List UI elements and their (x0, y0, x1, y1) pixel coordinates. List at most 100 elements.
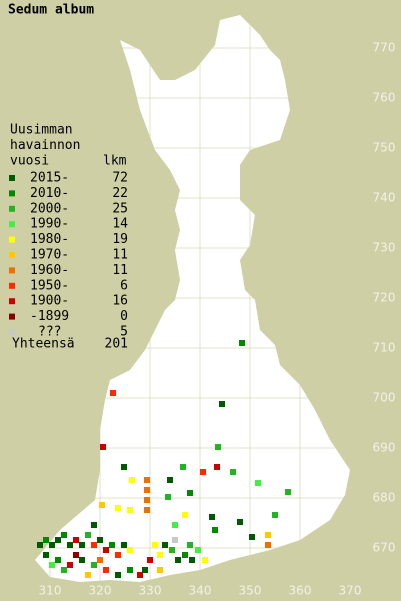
legend-label: 1970- (30, 248, 69, 263)
observation-square (110, 390, 116, 396)
observation-square (172, 537, 178, 543)
legend-count: 14 (112, 217, 128, 232)
y-tick-label: 700 (373, 391, 396, 405)
legend-label: ??? (38, 325, 61, 340)
legend-count: 25 (112, 201, 128, 216)
observation-square (180, 464, 186, 470)
observation-square (215, 444, 221, 450)
observation-square (200, 469, 206, 475)
observation-square (230, 469, 236, 475)
observation-square (142, 567, 148, 573)
legend-label: 1960- (30, 263, 69, 278)
y-tick-label: 720 (373, 291, 396, 305)
observation-square (127, 547, 133, 553)
observation-square (85, 532, 91, 538)
observation-square (121, 464, 127, 470)
observation-square (67, 542, 73, 548)
legend-total-label: Yhteensä (12, 337, 75, 352)
observation-square (212, 527, 218, 533)
observation-square (97, 557, 103, 563)
observation-square (209, 514, 215, 520)
observation-square (109, 542, 115, 548)
observation-square (79, 542, 85, 548)
x-tick-label: 360 (289, 584, 312, 598)
legend-swatch (9, 298, 15, 305)
observation-square (152, 542, 158, 548)
observation-square (99, 502, 105, 508)
legend-header: havainnon (10, 138, 80, 153)
observation-square (115, 552, 121, 558)
observation-square (115, 572, 121, 578)
legend-count: 16 (112, 294, 128, 309)
observation-square (169, 547, 175, 553)
x-tick-label: 320 (89, 584, 112, 598)
observation-square (157, 552, 163, 558)
observation-square (182, 552, 188, 558)
observation-square (49, 542, 55, 548)
legend-label: 1900- (30, 294, 69, 309)
x-tick-label: 370 (339, 584, 362, 598)
y-tick-label: 690 (373, 441, 396, 455)
observation-square (91, 562, 97, 568)
x-tick-label: 310 (39, 584, 62, 598)
legend-swatch (9, 267, 15, 274)
legend-label: 1980- (30, 232, 69, 247)
legend-swatch (9, 282, 15, 289)
legend-swatch (9, 313, 15, 320)
observation-square (195, 547, 201, 553)
observation-square (165, 494, 171, 500)
observation-square (67, 562, 73, 568)
y-tick-label: 730 (373, 241, 396, 255)
observation-square (103, 567, 109, 573)
y-tick-label: 710 (373, 341, 396, 355)
observation-square (255, 480, 261, 486)
observation-square (121, 542, 127, 548)
observation-square (115, 505, 121, 511)
observation-square (127, 567, 133, 573)
legend-swatch (9, 175, 15, 181)
observation-square (167, 477, 173, 483)
legend-swatch (9, 221, 15, 228)
y-tick-label: 750 (373, 141, 396, 155)
observation-square (91, 542, 97, 548)
observation-square (55, 557, 61, 563)
observation-square (187, 542, 193, 548)
observation-square (127, 507, 133, 513)
observation-square (73, 537, 79, 543)
observation-square (49, 562, 55, 568)
legend-swatch (9, 329, 15, 335)
legend-count: 22 (112, 186, 128, 201)
observation-square (103, 547, 109, 553)
observation-square (100, 444, 106, 450)
observation-square (237, 519, 243, 525)
observation-square (214, 464, 220, 470)
legend-swatch (9, 252, 15, 258)
legend-count: 5 (120, 325, 128, 340)
observation-square (189, 557, 195, 563)
observation-square (37, 542, 43, 548)
observation-square (162, 542, 168, 548)
y-tick-label: 740 (373, 191, 396, 205)
observations (37, 340, 291, 578)
observation-square (144, 507, 150, 513)
legend-swatch (9, 190, 15, 197)
observation-square (285, 489, 291, 495)
legend-swatch (9, 236, 15, 243)
observation-square (137, 572, 143, 578)
title: Sedum album (8, 3, 94, 18)
legend-count: 0 (120, 309, 128, 324)
legend-label: 2015- (30, 171, 69, 186)
legend-label: -1899 (30, 309, 69, 324)
observation-square (144, 487, 150, 493)
observation-square (202, 557, 208, 563)
observation-square (129, 477, 135, 483)
observation-square (239, 340, 245, 346)
observation-square (97, 537, 103, 543)
legend-count-header: lkm (103, 154, 127, 169)
observation-square (182, 512, 188, 518)
y-tick-label: 680 (373, 491, 396, 505)
x-tick-label: 350 (239, 584, 262, 598)
observation-square (91, 522, 97, 528)
